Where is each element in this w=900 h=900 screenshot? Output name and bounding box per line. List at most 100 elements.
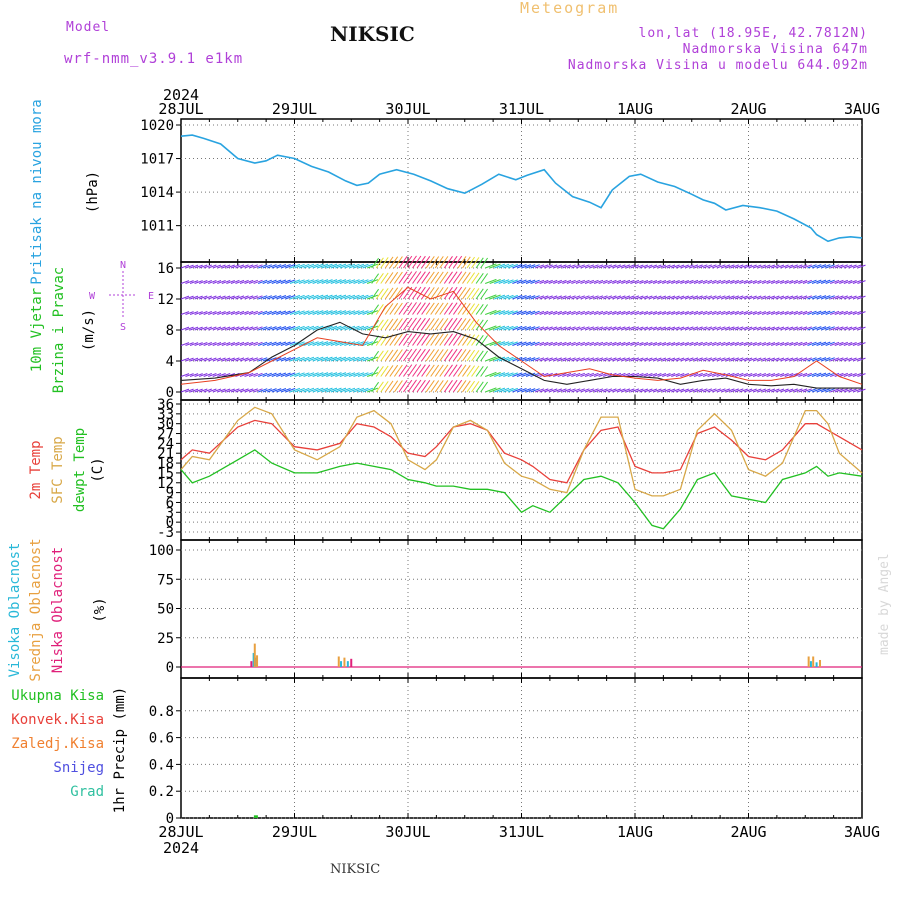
wind-barb (634, 264, 644, 269)
wind-barb (625, 295, 635, 300)
wind-barb (712, 341, 722, 346)
wind-barb (589, 295, 599, 300)
wind-barb (253, 372, 263, 377)
wind-barb (657, 311, 667, 315)
wind-barb (830, 326, 840, 331)
wind-barb (389, 380, 399, 393)
wind-barb (226, 342, 235, 346)
wind-barb (485, 387, 497, 393)
wind-barb (839, 310, 848, 315)
wind-barb (584, 264, 595, 269)
y-tick-label: 0 (166, 515, 174, 531)
wind-barb (280, 279, 291, 284)
wind-barb (335, 263, 347, 269)
wind-barb (798, 372, 808, 377)
wind-barb (226, 388, 235, 393)
wind-barb (498, 325, 510, 331)
wind-barb (771, 342, 780, 346)
wind-barb (267, 372, 277, 377)
wind-barb (521, 388, 532, 393)
wind-barb (425, 302, 435, 315)
wind-barb (339, 356, 351, 362)
wind-barb (462, 272, 471, 284)
wind-barb (739, 280, 748, 284)
wind-barb (457, 349, 467, 362)
wind-barb (857, 311, 866, 315)
wind-barb (748, 311, 757, 315)
wind-barb (816, 357, 827, 362)
wind-barb (512, 372, 523, 377)
wind-barb (512, 294, 523, 300)
wind-barb (398, 271, 408, 284)
wind-barb (807, 295, 817, 300)
wind-barb (294, 325, 305, 331)
wind-barb (348, 263, 360, 269)
wind-barb (571, 279, 581, 284)
wind-barb (357, 325, 369, 331)
wind-barb (430, 364, 440, 377)
wind-barb (548, 295, 558, 300)
wind-barb (443, 271, 453, 284)
wind-barb (362, 294, 374, 300)
wind-barb (403, 379, 413, 393)
wind-barb (743, 311, 753, 315)
wind-barb (639, 280, 649, 284)
wind-barb (321, 341, 333, 346)
wind-barb (839, 357, 848, 362)
wind-barb (430, 256, 440, 269)
wind-barb (789, 357, 798, 362)
wind-barb (789, 279, 798, 284)
wind-barb (698, 264, 708, 269)
wind-barb (198, 373, 208, 377)
wind-barb (798, 326, 808, 331)
wind-barb (571, 310, 581, 315)
wind-barb (643, 264, 653, 269)
wind-barb (562, 372, 572, 377)
wind-barb (335, 294, 347, 300)
wind-barb (521, 341, 532, 346)
wind-barb (434, 349, 444, 362)
y-tick-label: 50 (157, 602, 174, 618)
wind-barb (784, 342, 794, 346)
wind-barb (739, 357, 748, 362)
wind-barb (439, 271, 449, 284)
wind-barb (766, 264, 776, 269)
wind-barb (348, 372, 360, 377)
wind-barb (267, 310, 277, 315)
wind-barb (180, 326, 190, 331)
wind-barb (725, 357, 735, 362)
wind-barb (312, 294, 324, 300)
wind-barb (630, 264, 640, 269)
wind-barb (494, 263, 506, 269)
wind-barb (625, 264, 635, 269)
wind-barb (230, 295, 240, 300)
wind-barb (553, 388, 562, 393)
wind-barb (203, 280, 212, 284)
wind-barb (607, 326, 617, 331)
wind-barb (289, 294, 301, 300)
wind-barb (802, 341, 812, 346)
wind-barb (684, 388, 694, 393)
wind-barb (725, 372, 735, 377)
wind-barb (371, 366, 380, 377)
wind-barb (221, 295, 231, 300)
wind-barb (680, 311, 689, 315)
wind-barb (652, 342, 662, 346)
wind-barb (267, 326, 277, 331)
wind-barb (294, 356, 305, 362)
wind-barb (639, 357, 649, 362)
wind-barb (285, 263, 296, 269)
wind-barb (603, 341, 613, 346)
wind-barb (398, 349, 408, 362)
wind-barb (839, 264, 848, 269)
cloud-bar (256, 655, 259, 667)
wind-barb (312, 325, 324, 331)
wind-barb (217, 357, 226, 362)
precip-legend-item: Konvek.Kisa (11, 712, 104, 728)
wind-barb (544, 264, 553, 269)
wind-barb (816, 341, 827, 346)
wind-barb (802, 264, 812, 269)
wind-barb (448, 302, 458, 315)
wind-barb (680, 388, 689, 393)
